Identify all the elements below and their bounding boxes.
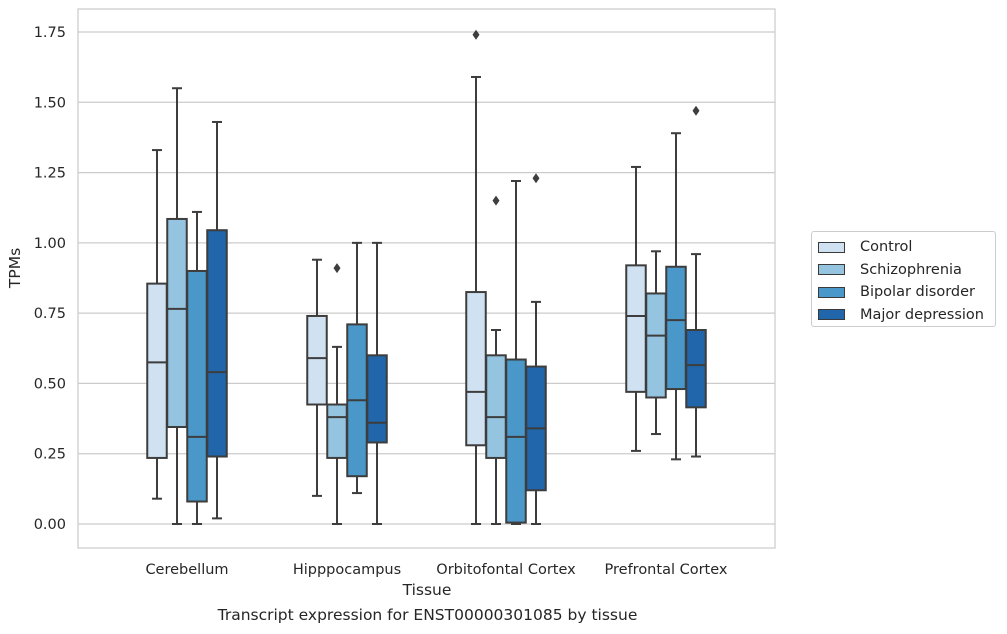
y-tick-label: 0.75 xyxy=(34,306,66,322)
box-iqr xyxy=(166,217,188,429)
x-tick-label: Cerebellum xyxy=(145,562,228,578)
box-iqr xyxy=(485,354,507,459)
y-tick-label: 0.00 xyxy=(34,517,66,533)
series-major-depression xyxy=(206,105,707,525)
outlier-point xyxy=(472,29,480,40)
series-schizophrenia xyxy=(166,87,667,525)
y-tick-label: 1.00 xyxy=(34,236,66,252)
outlier-point xyxy=(532,173,540,184)
box-series xyxy=(146,29,707,525)
legend-item: Major depression xyxy=(818,304,995,327)
box-cerebellum xyxy=(206,120,228,520)
legend-label: Schizophrenia xyxy=(860,261,962,278)
legend-label: Bipolar disorder xyxy=(860,284,975,301)
x-tick-label: Hipppocampus xyxy=(293,562,401,578)
box-iqr xyxy=(665,265,687,391)
legend-swatch xyxy=(818,264,845,276)
outlier-point xyxy=(492,195,500,206)
box-iqr xyxy=(306,314,328,406)
x-tick-label: Orbitofontal Cortex xyxy=(436,562,576,578)
y-tick-label: 0.25 xyxy=(34,447,66,463)
box-orbitofontal-cortex xyxy=(505,180,527,525)
y-tick-label: 1.75 xyxy=(34,25,66,41)
legend-label: Control xyxy=(860,239,913,256)
x-tick-label: Prefrontal Cortex xyxy=(605,562,728,578)
legend: Control Schizophrenia Bipolar disorder Majo… xyxy=(811,231,996,327)
legend-label: Major depression xyxy=(860,306,984,323)
box-iqr xyxy=(645,292,667,399)
legend-swatch xyxy=(818,241,845,253)
box-iqr xyxy=(366,354,388,444)
legend-item: Control xyxy=(818,236,995,259)
legend-swatch xyxy=(818,309,845,321)
box-hipppocampus xyxy=(346,241,368,495)
series-bipolar-disorder xyxy=(186,132,687,525)
box-prefrontal-cortex xyxy=(645,250,667,436)
box-iqr xyxy=(465,291,487,447)
outlier-point xyxy=(333,263,341,274)
box-prefrontal-cortex xyxy=(625,165,647,452)
x-axis-title: Tissue xyxy=(402,581,452,599)
plot-frame xyxy=(77,8,776,549)
y-axis-title: TPMs xyxy=(6,248,24,289)
y-tick-label: 0.50 xyxy=(34,376,66,392)
box-iqr xyxy=(685,329,707,409)
legend-item: Bipolar disorder xyxy=(818,281,995,304)
outlier-point xyxy=(692,105,700,116)
box-cerebellum xyxy=(186,210,208,525)
box-orbitofontal-cortex xyxy=(485,195,507,525)
box-iqr xyxy=(206,229,228,458)
box-orbitofontal-cortex xyxy=(525,173,547,525)
box-hipppocampus xyxy=(366,241,388,525)
chart-caption: Transcript expression for ENST0000030108… xyxy=(217,606,638,624)
box-cerebellum xyxy=(166,87,188,525)
box-iqr xyxy=(625,264,647,393)
box-hipppocampus xyxy=(326,263,348,525)
box-iqr xyxy=(326,403,348,459)
legend-swatch xyxy=(818,286,845,298)
legend-item: Schizophrenia xyxy=(818,259,995,282)
series-control xyxy=(146,29,647,525)
box-iqr xyxy=(146,282,168,459)
box-iqr xyxy=(186,269,208,503)
tick-labels: 0.00 0.25 0.50 0.75 1.00 1.25 1.50 1.75 Cerebell… xyxy=(34,25,728,578)
box-iqr xyxy=(505,358,527,524)
box-cerebellum xyxy=(146,149,168,500)
y-tick-label: 1.50 xyxy=(34,95,66,111)
box-prefrontal-cortex xyxy=(685,105,707,458)
box-prefrontal-cortex xyxy=(665,132,687,461)
box-orbitofontal-cortex xyxy=(465,29,487,525)
y-tick-label: 1.25 xyxy=(34,166,66,182)
box-hipppocampus xyxy=(306,258,328,497)
